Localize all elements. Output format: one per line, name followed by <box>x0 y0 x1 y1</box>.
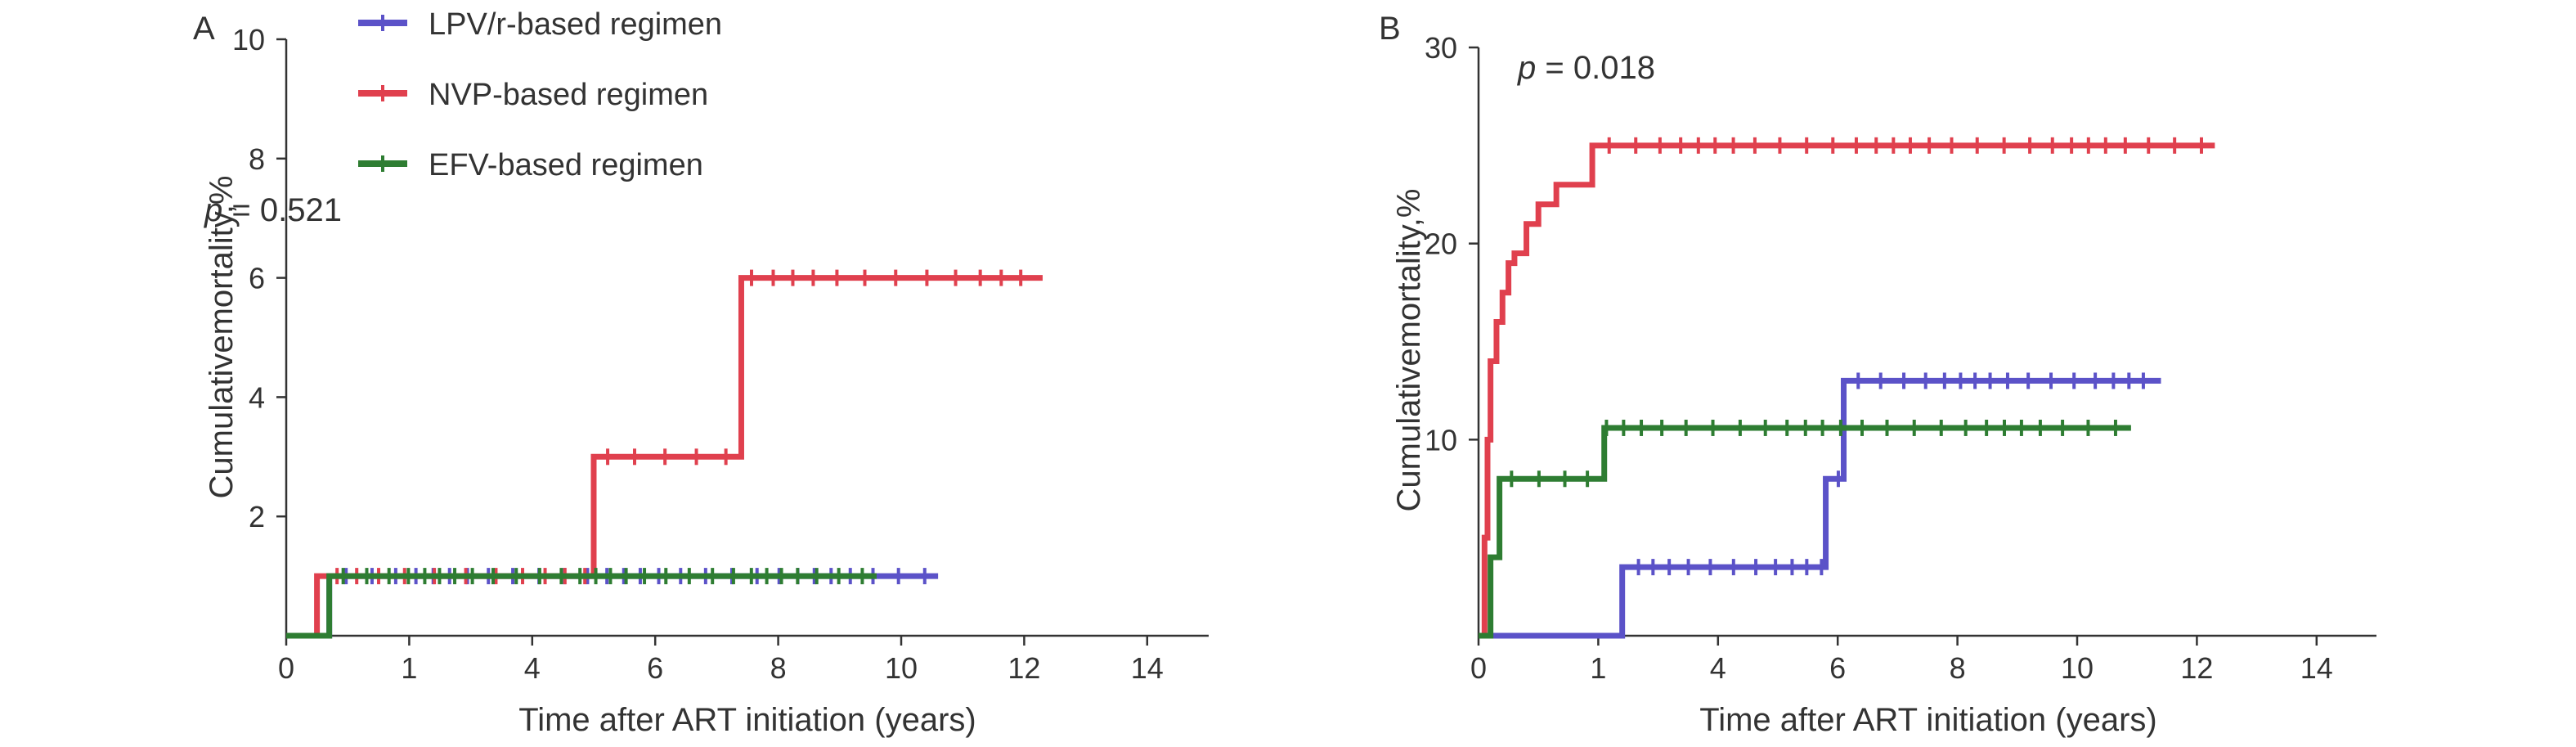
panel-a-y-tick-label: 8 <box>249 142 265 176</box>
panel-a-y-tick-label: 4 <box>249 380 265 414</box>
panel-b-x-tick-label: 6 <box>1829 651 1846 685</box>
panel-a-series-efv-line <box>286 573 877 639</box>
panel-a-series-nvp-censor-marks <box>335 269 1023 585</box>
panel-b-y-tick-label: 20 <box>1425 227 1457 261</box>
panel-b-y-tick-label: 30 <box>1425 31 1457 65</box>
legend-label-efv: EFV-based regimen <box>429 148 703 182</box>
panel-a-p-value: p = 0.521 <box>204 192 342 228</box>
panel-b-y-tick-label: 10 <box>1425 423 1457 457</box>
panel-b-x-ticks: 0 1 4 6 8 10 12 14 <box>1470 636 2333 685</box>
panel-a-x-tick-label: 0 <box>278 651 294 685</box>
panel-b-x-tick-label: 14 <box>2300 651 2333 685</box>
panel-a-x-tick-label: 6 <box>647 651 663 685</box>
legend-label-nvp: NVP-based regimen <box>429 78 708 112</box>
panel-a-x-axis-label: Time after ART initiation (years) <box>518 702 976 738</box>
panel-b-series-efv-censor-marks <box>1510 419 2117 488</box>
panel-a-y-ticks: 2 4 6 8 10 <box>232 23 286 533</box>
panel-b-letter: B <box>1379 11 1401 47</box>
panel-b-x-tick-label: 10 <box>2061 651 2094 685</box>
panel-b-y-ticks: 10 20 30 <box>1425 31 1479 457</box>
legend-item-efv: EFV-based regimen <box>358 148 703 182</box>
panel-a-y-tick-label: 2 <box>249 500 265 533</box>
panel-a-x-tick-label: 10 <box>885 651 918 685</box>
panel-a-x-tick-label: 1 <box>401 651 417 685</box>
panel-a-y-axis-label: Cumulativemortality,% <box>204 176 240 499</box>
panel-a-x-tick-label: 8 <box>770 651 787 685</box>
panel-b-x-tick-label: 8 <box>1950 651 1966 685</box>
panel-b-x-tick-label: 12 <box>2180 651 2213 685</box>
panel-b-series-efv-line <box>1479 425 2131 639</box>
panel-a-x-tick-label: 12 <box>1008 651 1040 685</box>
panel-b-p-value: p = 0.018 <box>1517 50 1655 86</box>
panel-b-x-axis-label: Time after ART initiation (years) <box>1699 702 2156 738</box>
panel-a-y-tick-label: 10 <box>232 23 265 56</box>
panel-b-series <box>1479 137 2215 639</box>
panel-b-x-tick-label: 4 <box>1710 651 1726 685</box>
panel-b-series-nvp-line <box>1479 142 2215 639</box>
panel-a-y-tick-label: 6 <box>249 262 265 295</box>
panel-a-letter: A <box>193 11 215 47</box>
panel-b-x-tick-label: 1 <box>1590 651 1606 685</box>
legend-label-lpv: LPV/r-based regimen <box>429 7 722 42</box>
panel-b-series-nvp-censor-marks <box>1607 137 2204 154</box>
panel-b-y-axis-label: Cumulativemortality,% <box>1391 189 1427 512</box>
panel-b-x-tick-label: 0 <box>1470 651 1487 685</box>
panel-a-series-efv-censor-marks <box>341 568 864 585</box>
panel-a-x-ticks: 0 1 4 6 8 10 12 14 <box>278 636 1164 685</box>
panel-a-x-tick-label: 14 <box>1131 651 1164 685</box>
legend-item-nvp: NVP-based regimen <box>358 78 708 112</box>
panel-a-series-lpv-line <box>286 573 939 639</box>
panel-b-series-lpv-censor-marks <box>1636 372 2145 576</box>
panel-a-series <box>286 269 1043 639</box>
panel-b-series-lpv-line <box>1479 377 2161 639</box>
legend: LPV/r-based regimen NVP-based regimen EF… <box>358 7 722 182</box>
panel-a-x-tick-label: 4 <box>524 651 541 685</box>
panel-a-series-nvp-line <box>286 275 1043 639</box>
legend-item-lpv: LPV/r-based regimen <box>358 7 722 42</box>
